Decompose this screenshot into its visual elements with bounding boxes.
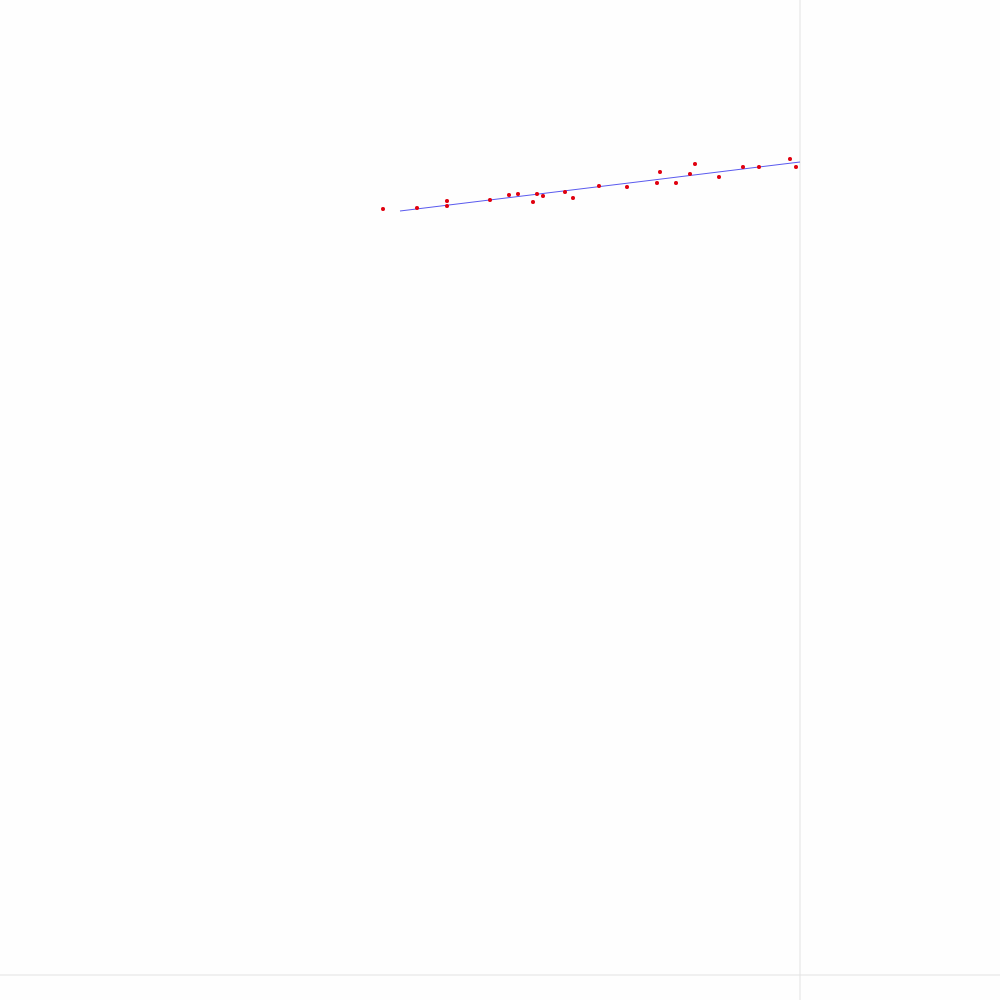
data-point <box>541 194 545 198</box>
data-point <box>688 172 692 176</box>
data-point <box>563 190 567 194</box>
data-points <box>381 157 798 211</box>
data-point <box>571 196 575 200</box>
data-point <box>757 165 761 169</box>
data-point <box>381 207 385 211</box>
data-point <box>445 199 449 203</box>
data-point <box>625 185 629 189</box>
data-point <box>658 170 662 174</box>
data-point <box>445 204 449 208</box>
data-point <box>516 192 520 196</box>
data-point <box>717 175 721 179</box>
data-point <box>531 200 535 204</box>
data-point <box>693 162 697 166</box>
data-point <box>415 206 419 210</box>
data-point <box>507 193 511 197</box>
data-point <box>535 192 539 196</box>
data-point <box>741 165 745 169</box>
data-point <box>597 184 601 188</box>
data-point <box>655 181 659 185</box>
data-point <box>488 198 492 202</box>
data-point <box>674 181 678 185</box>
data-point <box>788 157 792 161</box>
data-point <box>794 165 798 169</box>
